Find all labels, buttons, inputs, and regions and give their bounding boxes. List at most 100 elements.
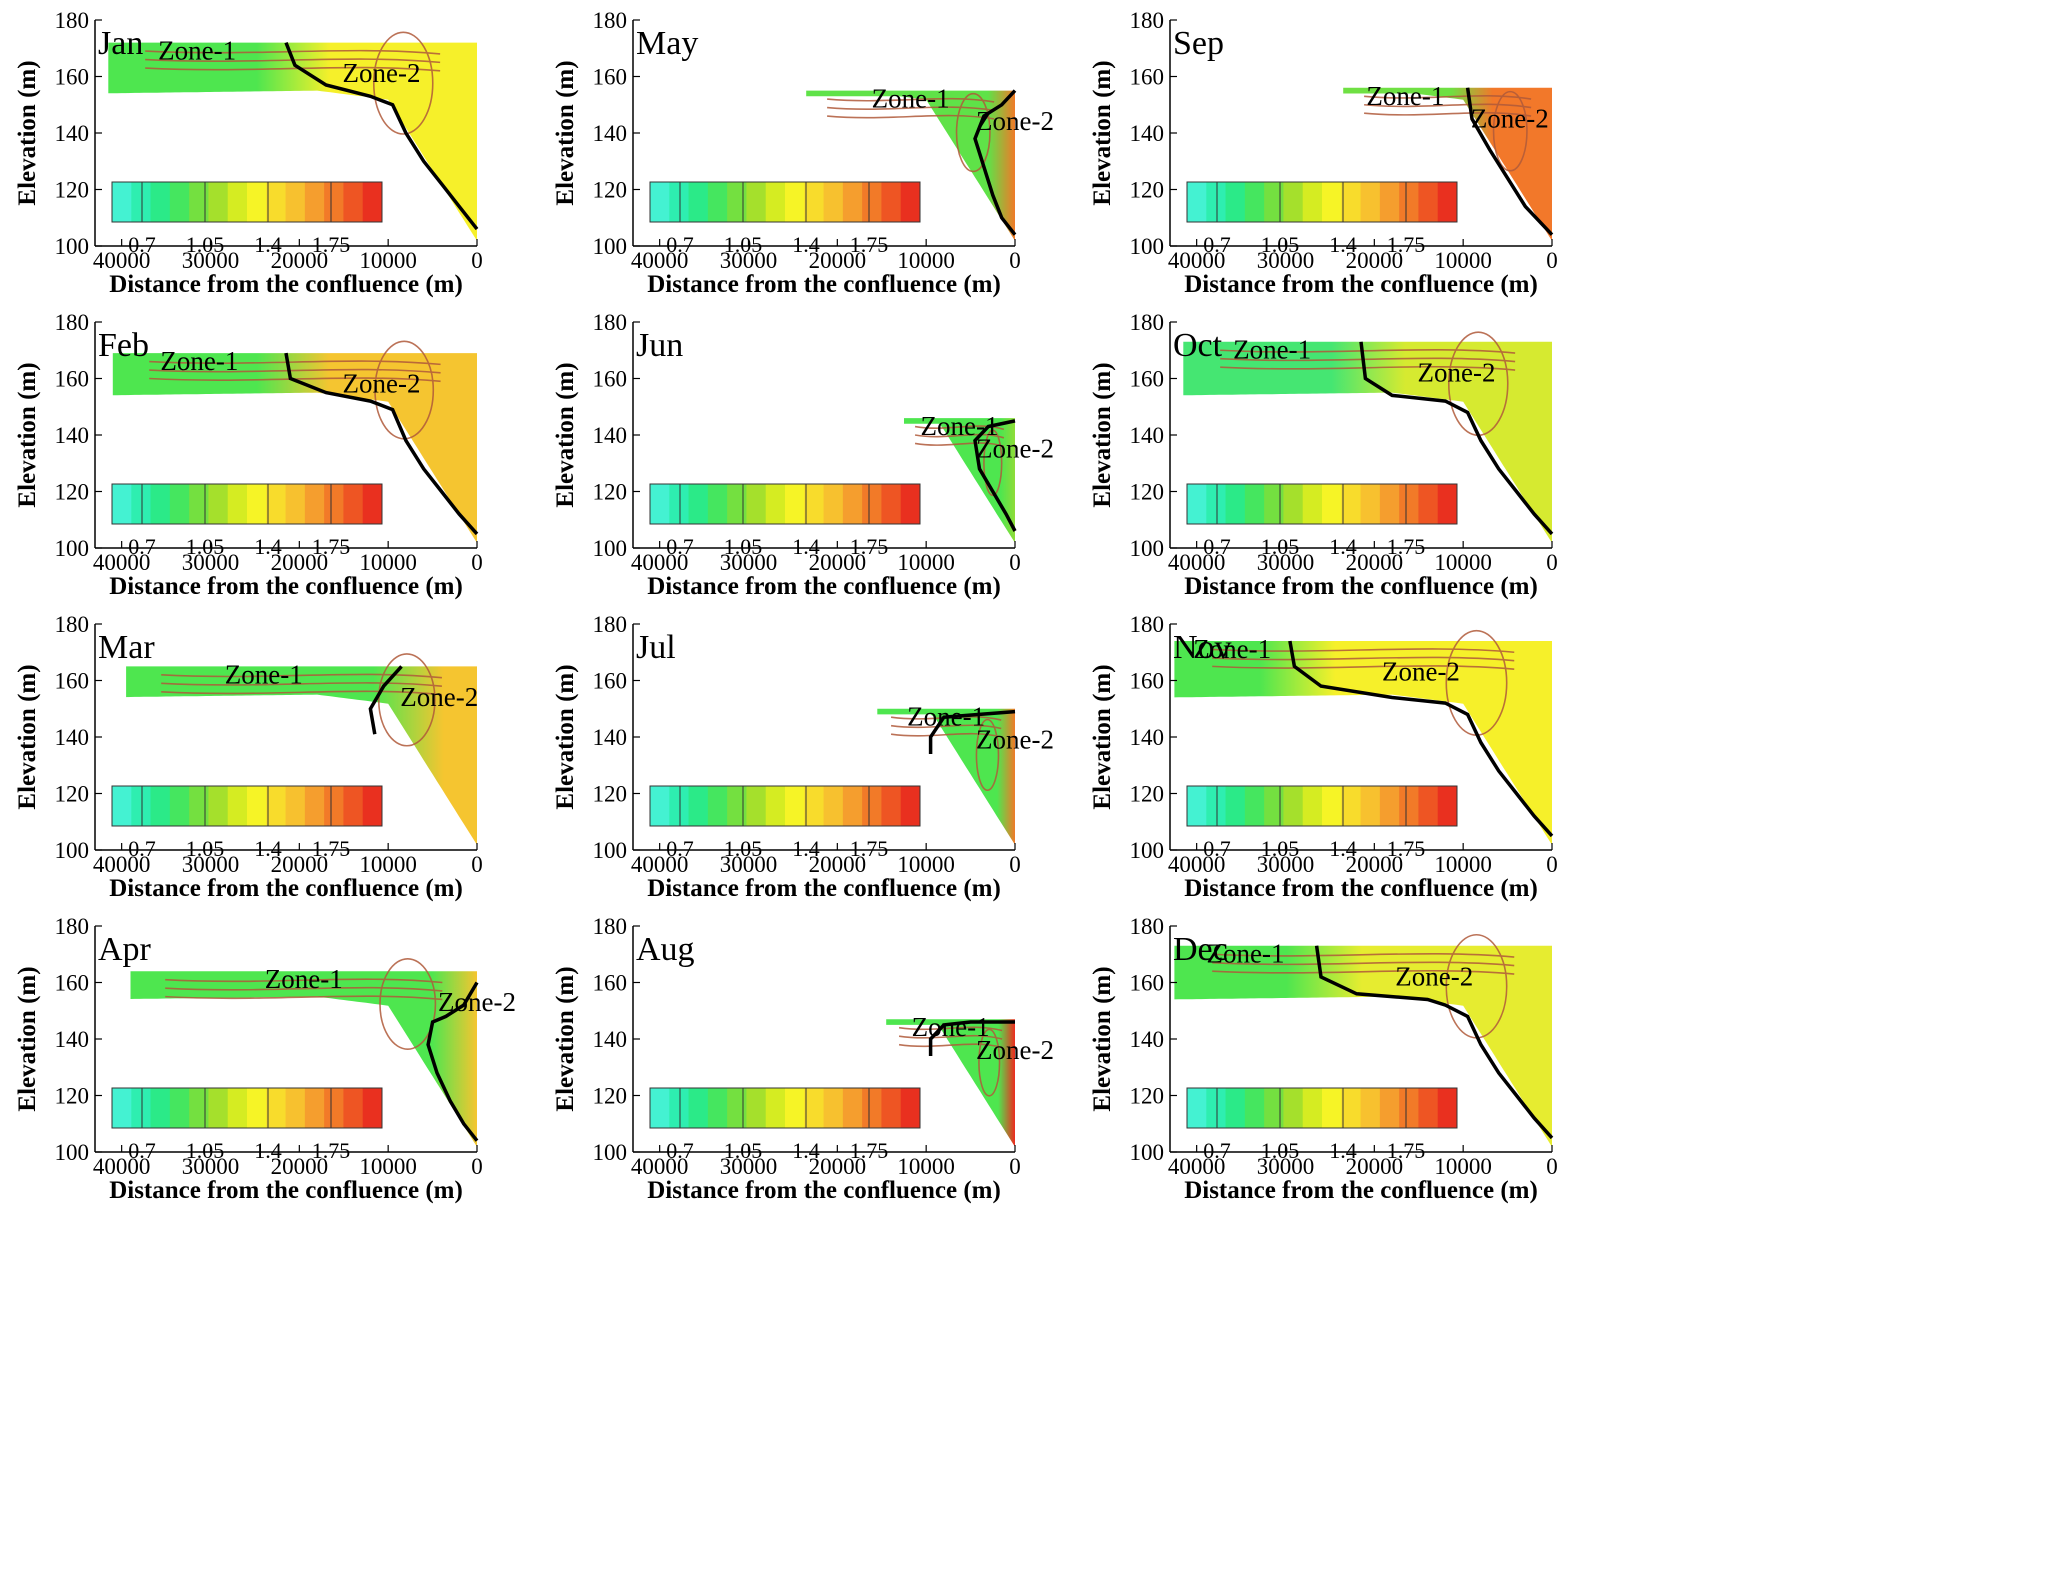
colorbar-swatch [1399, 182, 1419, 222]
streamline [827, 97, 995, 103]
y-tick-label: 140 [55, 725, 90, 750]
colorbar-swatch [881, 786, 902, 826]
y-tick-label: 100 [55, 1140, 90, 1165]
colorbar-swatch [1341, 182, 1362, 222]
colorbar-swatch [1418, 484, 1439, 524]
panel-nov: Zone-1 Zone-2 100 120 140 160 180 40000 30000 200… [1089, 612, 1558, 902]
zone-1-label: Zone-1 [158, 36, 236, 66]
y-tick-label: 180 [593, 612, 628, 637]
colorbar-swatch [669, 484, 690, 524]
colorbar-swatch [362, 484, 383, 524]
colorbar-label: 1.4 [792, 836, 820, 861]
x-tick-label: 10000 [897, 1154, 955, 1179]
zone-2-label: Zone-2 [1395, 961, 1473, 991]
zone-boundary [928, 709, 1016, 754]
colorbar-label: 1.4 [254, 836, 282, 861]
zone-1-label: Zone-1 [225, 659, 303, 689]
streamline [898, 1043, 1003, 1049]
colorbar-label: 1.05 [186, 1138, 225, 1163]
month-label: Jan [98, 25, 143, 62]
y-tick-label: 120 [1130, 782, 1165, 807]
colorbar-swatch [1399, 786, 1419, 826]
colorbar-swatch [746, 484, 767, 524]
streamline [1364, 103, 1532, 109]
colorbar-swatch [1322, 484, 1342, 524]
streamline-eddy [955, 92, 991, 173]
colorbar-swatch [804, 182, 825, 222]
colorbar-swatch [112, 182, 132, 222]
zone-boundary [284, 352, 479, 536]
colorbar-swatch [169, 786, 190, 826]
streamline [165, 995, 443, 1001]
colorbar-swatch [343, 786, 364, 826]
zone-2-label: Zone-2 [976, 724, 1054, 754]
y-tick-label: 120 [593, 178, 628, 203]
colorbar-swatch [650, 786, 670, 826]
streamline [827, 114, 995, 120]
colorbar-swatch [285, 484, 306, 524]
month-label: Apr [98, 931, 152, 968]
colorbar-swatch [881, 1088, 902, 1128]
colorbar-label: 0.7 [666, 232, 694, 257]
colorbar-swatch [823, 182, 844, 222]
streamline [1212, 656, 1515, 662]
y-tick-label: 140 [593, 121, 628, 146]
x-axis-title: Distance from the confluence (m) [109, 875, 463, 902]
x-tick-label: 10000 [359, 852, 417, 877]
colorbar-label: 1.4 [792, 534, 820, 559]
x-tick-label: 0 [1009, 1154, 1021, 1179]
colorbar-swatch [727, 182, 747, 222]
colorbar-swatch [1225, 786, 1246, 826]
colorbar-swatch [131, 786, 152, 826]
colorbar-swatch [727, 1088, 747, 1128]
zone-2-label: Zone-2 [400, 682, 478, 712]
y-tick-label: 160 [593, 669, 628, 694]
zone-1-label: Zone-1 [265, 964, 343, 994]
colorbar-swatch [1399, 484, 1419, 524]
y-tick-label: 180 [55, 310, 90, 335]
streamline-eddy [377, 653, 436, 747]
colorbar-swatch [189, 182, 209, 222]
colorbar-swatch [1206, 484, 1227, 524]
colorbar-swatch [1225, 1088, 1246, 1128]
x-tick-label: 20000 [809, 1154, 867, 1179]
colorbar-swatch [707, 1088, 728, 1128]
colorbar-swatch [285, 1088, 306, 1128]
x-tick-label: 40000 [1168, 852, 1226, 877]
flow-region [1174, 641, 1552, 850]
colorbar-label: 1.75 [312, 1138, 351, 1163]
x-tick-label: 20000 [271, 1154, 329, 1179]
zone-boundary [426, 981, 479, 1142]
colorbar-label: 1.4 [254, 534, 282, 559]
colorbar-swatch [1379, 786, 1400, 826]
colorbar-swatch [1264, 786, 1284, 826]
colorbar-swatch [688, 786, 709, 826]
colorbar-label: 1.4 [1329, 232, 1357, 257]
x-tick-label: 10000 [1434, 550, 1492, 575]
y-tick-label: 160 [55, 65, 90, 90]
x-tick-label: 40000 [1168, 550, 1226, 575]
x-tick-label: 30000 [720, 550, 778, 575]
month-label: Aug [636, 931, 695, 968]
y-tick-label: 140 [55, 423, 90, 448]
colorbar-label: 0.7 [1203, 534, 1231, 559]
colorbar-swatch [1302, 182, 1323, 222]
colorbar-swatch [169, 1088, 190, 1128]
colorbar-label: 0.7 [1203, 232, 1231, 257]
y-tick-label: 140 [593, 725, 628, 750]
colorbar-swatch [650, 182, 670, 222]
colorbar-swatch [727, 484, 747, 524]
streamline-eddy [975, 718, 1000, 792]
flow-region [126, 666, 477, 850]
y-tick-label: 160 [55, 367, 90, 392]
colorbar-swatch [1244, 484, 1265, 524]
colorbar-frame [111, 181, 383, 223]
y-tick-label: 120 [593, 480, 628, 505]
y-axis-title: Elevation (m) [1089, 664, 1116, 809]
streamline [1364, 95, 1532, 100]
colorbar-swatch [189, 484, 209, 524]
zone-boundary [1314, 945, 1554, 1140]
colorbar-swatch [208, 1088, 229, 1128]
